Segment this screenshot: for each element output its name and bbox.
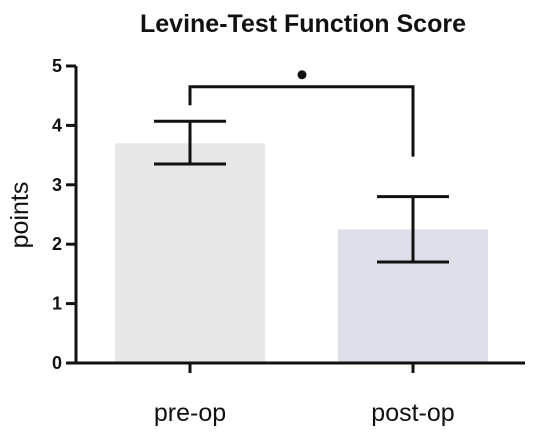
bar-pre-op <box>115 143 265 363</box>
y-tick-label: 3 <box>52 175 62 195</box>
significance-bracket <box>188 85 415 157</box>
y-tick-label: 2 <box>52 234 62 254</box>
significance-marker <box>297 70 307 80</box>
x-tick-label-post-op: post-op <box>371 399 454 427</box>
plot-area: 0 1 2 3 4 5 pre-op post-op <box>52 56 525 427</box>
y-tick-label: 0 <box>52 353 62 373</box>
y-axis-label: points <box>6 182 34 249</box>
y-tick-label: 4 <box>52 115 62 135</box>
y-tick-label: 5 <box>52 56 62 76</box>
y-tick-label: 1 <box>52 294 62 314</box>
chart-title: Levine-Test Function Score <box>140 10 466 38</box>
x-tick-label-pre-op: pre-op <box>154 399 226 427</box>
